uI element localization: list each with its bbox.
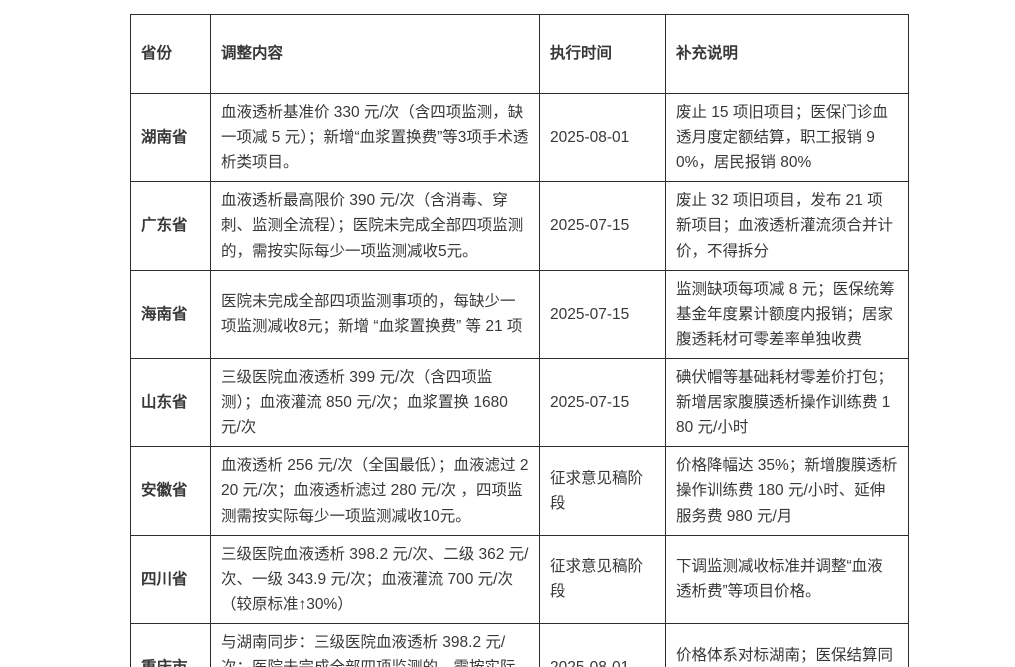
- adjustment-cell: 血液透析 256 元/次（全国最低）；血液滤过 220 元/次；血液透析滤过 2…: [210, 446, 540, 536]
- effective-date-cell: 征求意见稿阶段: [539, 446, 666, 536]
- table-row: 重庆市与湖南同步：三级医院血液透析 398.2 元/次；医院未完成全部四项监测的…: [130, 622, 909, 667]
- notes-cell: 废止 15 项旧项目；医保门诊血透月度定额结算，职工报销 90%，居民报销 80…: [665, 92, 909, 183]
- effective-date-cell: 2025-08-01: [539, 622, 666, 667]
- table-row: 广东省 血液透析最高限价 390 元/次（含消毒、穿刺、监测全流程）；医院未完成全…: [130, 181, 909, 271]
- notes-cell: 废止 32 项旧项目，发布 21 项新项目；血液透析灌流须合并计价，不得拆分: [665, 181, 909, 271]
- effective-date-cell: 征求意见稿阶段: [539, 534, 666, 624]
- effective-date-cell: 2025-07-15: [539, 181, 666, 271]
- header-province: 省份: [130, 14, 211, 94]
- table-row: 山东省 三级医院血液透析 399 元/次（含四项监测）；血液灌流 850 元/次；…: [130, 357, 909, 448]
- table-row: 海南省 医院未完成全部四项监测事项的，每缺少一项监测减收8元；新增 “血浆置换费”…: [130, 269, 909, 359]
- header-effective-date: 执行时间: [539, 14, 666, 94]
- table-body: 湖南省 血液透析基准价 330 元/次（含四项监测，缺一项减 5 元）；新增“血浆…: [130, 92, 909, 667]
- effective-date-cell: 2025-08-01: [539, 92, 666, 183]
- province-cell: 四川省: [130, 534, 211, 624]
- notes-cell: 下调监测减收标准并调整“血液透析费”等项目价格。: [665, 534, 909, 624]
- table-row: 湖南省 血液透析基准价 330 元/次（含四项监测，缺一项减 5 元）；新增“血浆…: [130, 92, 909, 183]
- adjustment-cell: 三级医院血液透析 399 元/次（含四项监测）；血液灌流 850 元/次；血浆置…: [210, 357, 540, 448]
- header-notes: 补充说明: [665, 14, 909, 94]
- effective-date-cell: 2025-07-15: [539, 269, 666, 359]
- adjustment-cell: 血液透析基准价 330 元/次（含四项监测，缺一项减 5 元）；新增“血浆置换费…: [210, 92, 540, 183]
- notes-cell: 价格体系对标湖南；医保结算同湖南模式: [665, 622, 909, 667]
- dialysis-price-table: 省份 调整内容 执行时间 补充说明 湖南省 血液透析基准价 330 元/次（含四项…: [130, 14, 909, 667]
- notes-cell: 碘伏帽等基础耗材零差价打包；新增居家腹膜透析操作训练费 180 元/小时: [665, 357, 909, 448]
- notes-cell: 监测缺项每项减 8 元；医保统筹基金年度累计额度内报销；居家腹透耗材可零差率单独…: [665, 269, 909, 359]
- adjustment-cell: 三级医院血液透析 398.2 元/次、二级 362 元/次、一级 343.9 元…: [210, 534, 540, 624]
- table-row: 四川省 三级医院血液透析 398.2 元/次、二级 362 元/次、一级 343.…: [130, 534, 909, 624]
- effective-date-cell: 2025-07-15: [539, 357, 666, 448]
- province-cell: 广东省: [130, 181, 211, 271]
- header-row: 省份 调整内容 执行时间 补充说明: [130, 14, 909, 94]
- adjustment-cell: 医院未完成全部四项监测事项的，每缺少一项监测减收8元；新增 “血浆置换费” 等 …: [210, 269, 540, 359]
- table-row: 安徽省 血液透析 256 元/次（全国最低）；血液滤过 220 元/次；血液透析滤…: [130, 446, 909, 536]
- province-cell: 安徽省: [130, 446, 211, 536]
- province-cell: 海南省: [130, 269, 211, 359]
- province-cell: 重庆市: [130, 622, 211, 667]
- adjustment-cell: 与湖南同步：三级医院血液透析 398.2 元/次；医院未完成全部四项监测的，需按…: [210, 622, 540, 667]
- adjustment-cell: 血液透析最高限价 390 元/次（含消毒、穿刺、监测全流程）；医院未完成全部四项…: [210, 181, 540, 271]
- province-cell: 山东省: [130, 357, 211, 448]
- province-cell: 湖南省: [130, 92, 211, 183]
- header-adjustment: 调整内容: [210, 14, 540, 94]
- notes-cell: 价格降幅达 35%；新增腹膜透析操作训练费 180 元/小时、延伸服务费 980…: [665, 446, 909, 536]
